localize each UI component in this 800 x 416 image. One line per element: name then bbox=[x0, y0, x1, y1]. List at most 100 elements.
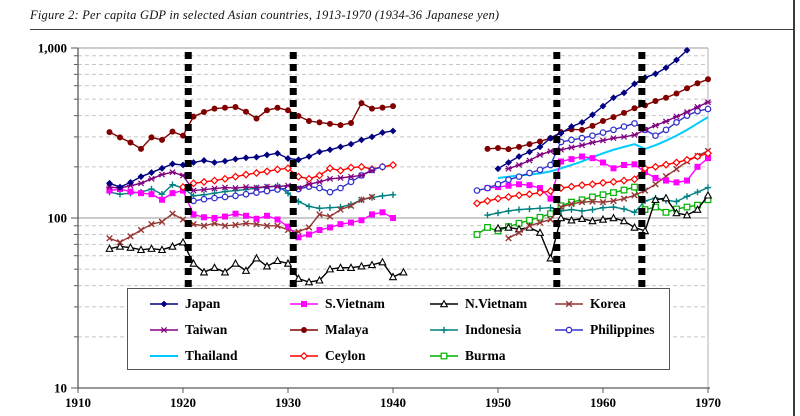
data-point-marker bbox=[568, 144, 575, 151]
data-point-marker bbox=[326, 175, 334, 182]
data-point-marker bbox=[368, 193, 376, 201]
data-point-marker bbox=[515, 161, 523, 169]
data-point-marker bbox=[295, 156, 302, 164]
data-point-marker bbox=[705, 76, 711, 83]
data-point-marker bbox=[704, 105, 712, 113]
data-point-marker bbox=[389, 127, 397, 135]
data-point-marker bbox=[514, 191, 524, 200]
data-point-marker bbox=[388, 272, 398, 281]
data-point-marker bbox=[148, 134, 155, 141]
data-point-marker bbox=[274, 222, 281, 230]
ceylon-series-marker-icon bbox=[290, 351, 318, 361]
data-point-marker bbox=[526, 222, 533, 230]
burma-series-marker-icon bbox=[430, 352, 458, 360]
data-point-marker bbox=[673, 113, 680, 120]
data-point-marker bbox=[682, 210, 692, 219]
data-point-marker bbox=[683, 112, 691, 119]
data-point-marker bbox=[273, 165, 282, 174]
data-point-marker bbox=[526, 182, 533, 189]
thailand-series-marker-icon bbox=[150, 355, 178, 357]
data-point-marker bbox=[610, 126, 617, 134]
data-point-marker bbox=[199, 177, 209, 186]
data-point-marker bbox=[598, 178, 608, 187]
data-point-marker bbox=[599, 137, 607, 144]
page-right-border bbox=[793, 0, 795, 416]
data-point-marker bbox=[526, 148, 533, 156]
data-point-marker bbox=[703, 190, 713, 199]
data-point-marker bbox=[367, 260, 377, 269]
taiwan-series-marker-icon bbox=[150, 326, 178, 334]
data-point-marker bbox=[547, 161, 554, 169]
data-point-marker bbox=[201, 109, 207, 116]
data-point-marker bbox=[610, 203, 617, 211]
data-point-marker bbox=[306, 231, 312, 238]
svietnam-series-marker-icon bbox=[290, 301, 318, 307]
y-tick-label: 10 bbox=[54, 381, 67, 396]
data-point-marker bbox=[610, 165, 617, 172]
data-point-marker bbox=[158, 171, 166, 178]
data-point-marker bbox=[179, 161, 187, 169]
data-point-marker bbox=[694, 80, 701, 87]
data-point-marker bbox=[295, 113, 302, 120]
legend-label: N.Vietnam bbox=[465, 296, 528, 311]
data-point-marker bbox=[327, 224, 333, 231]
data-point-marker bbox=[315, 171, 324, 180]
data-point-marker bbox=[253, 115, 260, 122]
data-point-marker bbox=[600, 118, 606, 125]
data-point-marker bbox=[589, 122, 596, 129]
data-point-marker bbox=[357, 261, 366, 270]
data-point-marker bbox=[221, 222, 229, 230]
data-point-marker bbox=[336, 263, 345, 271]
philippines-series-marker-icon bbox=[555, 326, 583, 334]
data-point-marker bbox=[126, 243, 135, 251]
data-point-marker bbox=[389, 191, 397, 198]
data-point-marker bbox=[589, 111, 596, 119]
data-point-marker bbox=[105, 244, 114, 252]
data-point-marker bbox=[546, 253, 555, 262]
data-point-marker bbox=[631, 192, 638, 199]
data-point-marker bbox=[284, 155, 292, 162]
x-tick-label: 1960 bbox=[590, 395, 616, 410]
data-point-marker bbox=[264, 212, 270, 219]
data-point-marker bbox=[242, 154, 250, 162]
data-point-marker bbox=[547, 210, 554, 218]
data-point-marker bbox=[241, 170, 251, 179]
data-point-marker bbox=[630, 175, 639, 184]
data-point-marker bbox=[295, 234, 302, 241]
data-point-marker bbox=[358, 196, 365, 204]
data-point-marker bbox=[199, 267, 209, 276]
data-point-marker bbox=[526, 205, 533, 213]
data-point-marker bbox=[493, 194, 503, 203]
data-point-marker bbox=[504, 222, 513, 231]
data-point-marker bbox=[316, 226, 323, 233]
data-point-marker bbox=[620, 89, 628, 97]
data-point-marker bbox=[211, 105, 218, 112]
legend-label: Philippines bbox=[590, 322, 655, 337]
data-point-marker bbox=[305, 153, 313, 160]
data-point-marker bbox=[621, 109, 627, 116]
x-tick-label: 1950 bbox=[485, 395, 511, 410]
data-point-marker bbox=[619, 216, 629, 225]
legend-item-japan: Japan bbox=[148, 296, 220, 311]
data-point-marker bbox=[610, 189, 617, 197]
data-point-marker bbox=[536, 166, 544, 174]
data-point-marker bbox=[294, 274, 303, 282]
data-point-marker bbox=[368, 167, 376, 174]
legend-item-nvietnam: N.Vietnam bbox=[428, 296, 528, 311]
data-point-marker bbox=[535, 228, 545, 236]
data-point-marker bbox=[652, 122, 659, 129]
data-point-marker bbox=[116, 238, 124, 246]
data-point-marker bbox=[620, 205, 628, 213]
data-point-marker bbox=[484, 224, 491, 231]
data-point-marker bbox=[242, 220, 250, 227]
data-point-marker bbox=[190, 211, 197, 218]
data-point-marker bbox=[117, 134, 123, 141]
data-point-marker bbox=[232, 210, 239, 217]
data-point-marker bbox=[158, 164, 166, 172]
legend-item-malaya: Malaya bbox=[288, 322, 369, 337]
data-point-marker bbox=[304, 174, 314, 183]
data-point-marker bbox=[273, 256, 282, 265]
data-point-marker bbox=[220, 267, 230, 276]
data-point-marker bbox=[379, 163, 386, 171]
data-point-marker bbox=[694, 103, 701, 110]
